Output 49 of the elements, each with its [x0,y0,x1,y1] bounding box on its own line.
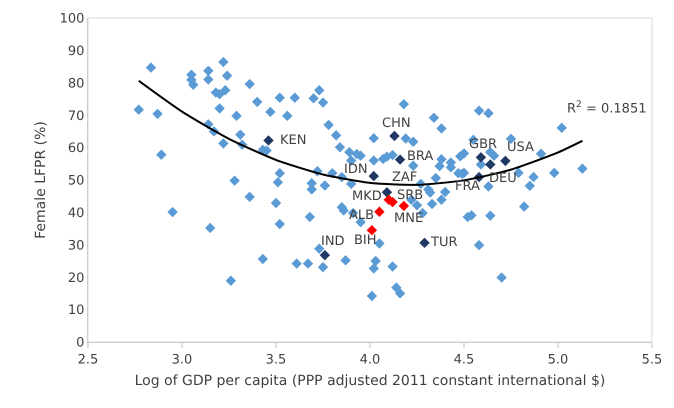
y-tick-label: 30 [68,238,84,254]
point [389,130,400,142]
point [368,170,379,182]
y-tick-label: 70 [68,108,84,124]
annotation: BRA [407,149,434,164]
point [320,250,330,260]
x-tick-label: 2.5 [78,352,98,368]
annotation: SRB [397,188,424,203]
x-tick-label: 3.0 [172,352,192,368]
annotation: IND [321,234,345,249]
x-tick-label: 4.5 [454,352,474,368]
annotation: KEN [280,133,306,148]
point [398,200,410,212]
annotation: FRA [455,179,480,194]
point [382,187,392,198]
y-tick-label: 60 [68,141,84,156]
annotation: GBR [469,137,498,152]
x-tick-label: 5.0 [548,352,568,368]
y-tick-label: 20 [68,270,84,286]
annotation: TUR [430,235,458,250]
annotation: CHN [382,116,411,131]
annotation: USA [507,140,534,155]
x-tick-label: 4.0 [360,352,380,368]
point [485,159,496,170]
point [419,238,430,248]
point [394,154,406,165]
x-tick-label: 5.5 [642,352,662,368]
y-tick-label: 50 [68,174,84,189]
y-tick-label: 100 [60,12,84,27]
x-axis-title: Log of GDP per capita (PPP adjusted 2011 constant international $) [134,372,606,389]
annotation: IDN [344,162,368,177]
y-tick-label: 40 [68,206,84,221]
point [374,206,385,217]
x-tick-label: 3.5 [266,352,286,368]
annotation: MNE [394,211,424,226]
annotation: R$^{2}$ = 0.1851 [567,100,646,116]
point [366,225,378,236]
point [476,152,486,163]
point [263,135,274,146]
annotation: ZAF [392,170,418,185]
annotation: BIH [354,233,377,248]
annotation: MKD [352,189,382,204]
annotation: DEU [489,171,517,186]
y-tick-label: 0 [76,336,84,351]
y-tick-label: 80 [68,76,84,92]
y-axis-title: Female LFPR (%) [33,121,50,239]
y-tick-label: 10 [68,303,84,318]
point [500,156,511,166]
y-tick-label: 90 [68,44,84,59]
